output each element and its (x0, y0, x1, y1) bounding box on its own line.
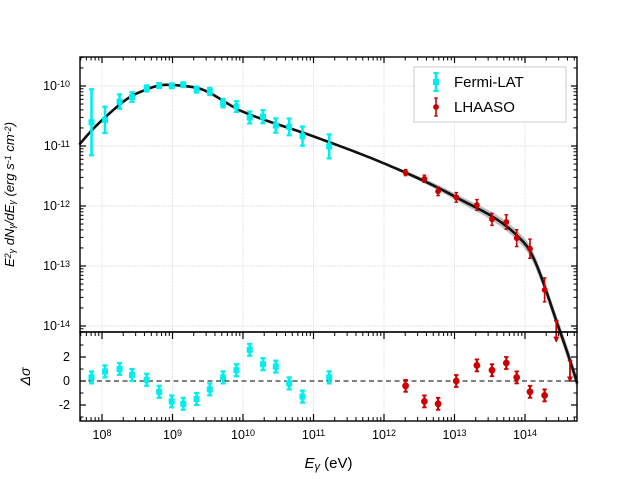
svg-text:-2: -2 (59, 398, 70, 412)
svg-text:LHAASO: LHAASO (454, 99, 515, 116)
svg-text:2: 2 (63, 350, 70, 364)
svg-text:0: 0 (63, 374, 70, 388)
svg-text:Δσ: Δσ (17, 367, 33, 386)
svg-text:Eγ (eV): Eγ (eV) (304, 455, 352, 473)
svg-text:Fermi-LAT: Fermi-LAT (454, 74, 524, 91)
svg-text:E2γ dNγ/dEγ (erg s-1 cm-2): E2γ dNγ/dEγ (erg s-1 cm-2) (2, 122, 17, 267)
